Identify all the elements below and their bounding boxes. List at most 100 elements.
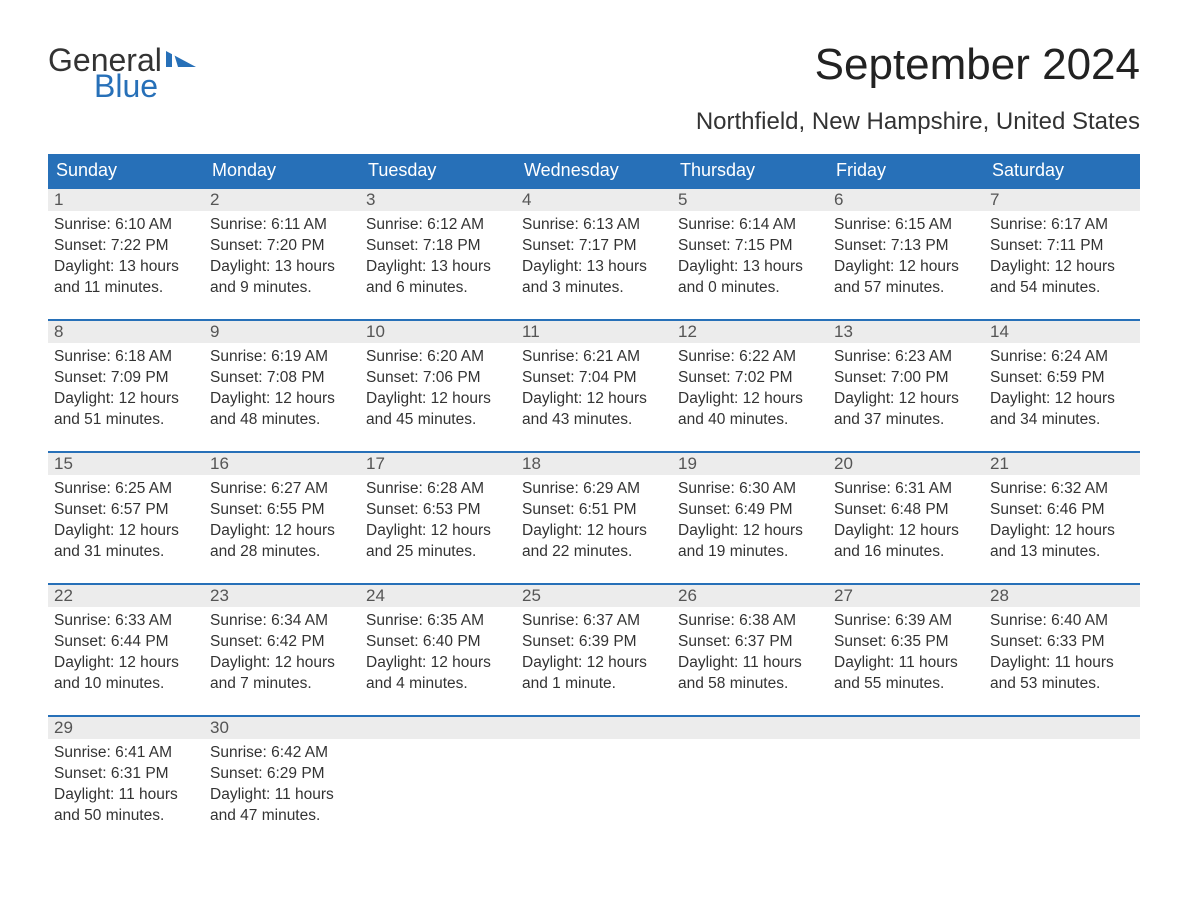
day-number: 3 [360, 187, 516, 211]
weekday-header: Wednesday [516, 154, 672, 187]
sunset-line: Sunset: 7:17 PM [522, 236, 666, 257]
calendar-cell: 28Sunrise: 6:40 AMSunset: 6:33 PMDayligh… [984, 583, 1140, 715]
day-number: 21 [984, 451, 1140, 475]
day-number: 30 [204, 715, 360, 739]
day-number: 2 [204, 187, 360, 211]
day-number-empty [828, 715, 984, 739]
daylight-line: Daylight: 12 hours and 51 minutes. [54, 389, 198, 431]
daylight-line: Daylight: 11 hours and 50 minutes. [54, 785, 198, 827]
sunrise-line: Sunrise: 6:42 AM [210, 743, 354, 764]
daylight-line: Daylight: 13 hours and 0 minutes. [678, 257, 822, 299]
sunrise-line: Sunrise: 6:13 AM [522, 215, 666, 236]
calendar-cell: 23Sunrise: 6:34 AMSunset: 6:42 PMDayligh… [204, 583, 360, 715]
day-number: 26 [672, 583, 828, 607]
sunrise-line: Sunrise: 6:32 AM [990, 479, 1134, 500]
logo: General Blue [48, 40, 196, 102]
sunset-line: Sunset: 6:42 PM [210, 632, 354, 653]
weekday-header: Saturday [984, 154, 1140, 187]
day-number-empty [360, 715, 516, 739]
sunset-line: Sunset: 6:35 PM [834, 632, 978, 653]
sunrise-line: Sunrise: 6:12 AM [366, 215, 510, 236]
daylight-line: Daylight: 13 hours and 6 minutes. [366, 257, 510, 299]
day-details: Sunrise: 6:42 AMSunset: 6:29 PMDaylight:… [204, 739, 360, 827]
day-number: 19 [672, 451, 828, 475]
calendar-week-row: 29Sunrise: 6:41 AMSunset: 6:31 PMDayligh… [48, 715, 1140, 847]
sunset-line: Sunset: 6:48 PM [834, 500, 978, 521]
daylight-line: Daylight: 12 hours and 31 minutes. [54, 521, 198, 563]
day-number: 20 [828, 451, 984, 475]
calendar-cell [672, 715, 828, 847]
sunset-line: Sunset: 7:02 PM [678, 368, 822, 389]
day-details: Sunrise: 6:23 AMSunset: 7:00 PMDaylight:… [828, 343, 984, 431]
daylight-line: Daylight: 12 hours and 57 minutes. [834, 257, 978, 299]
sunrise-line: Sunrise: 6:31 AM [834, 479, 978, 500]
day-details: Sunrise: 6:20 AMSunset: 7:06 PMDaylight:… [360, 343, 516, 431]
day-number: 25 [516, 583, 672, 607]
calendar-cell: 21Sunrise: 6:32 AMSunset: 6:46 PMDayligh… [984, 451, 1140, 583]
day-number: 23 [204, 583, 360, 607]
calendar-week-row: 1Sunrise: 6:10 AMSunset: 7:22 PMDaylight… [48, 187, 1140, 319]
day-number: 13 [828, 319, 984, 343]
day-number-empty [672, 715, 828, 739]
day-details: Sunrise: 6:24 AMSunset: 6:59 PMDaylight:… [984, 343, 1140, 431]
daylight-line: Daylight: 12 hours and 54 minutes. [990, 257, 1134, 299]
sunrise-line: Sunrise: 6:17 AM [990, 215, 1134, 236]
day-number-empty [516, 715, 672, 739]
day-details: Sunrise: 6:40 AMSunset: 6:33 PMDaylight:… [984, 607, 1140, 695]
sunrise-line: Sunrise: 6:30 AM [678, 479, 822, 500]
calendar-week-row: 15Sunrise: 6:25 AMSunset: 6:57 PMDayligh… [48, 451, 1140, 583]
day-details: Sunrise: 6:39 AMSunset: 6:35 PMDaylight:… [828, 607, 984, 695]
daylight-line: Daylight: 13 hours and 11 minutes. [54, 257, 198, 299]
day-number: 15 [48, 451, 204, 475]
day-details: Sunrise: 6:21 AMSunset: 7:04 PMDaylight:… [516, 343, 672, 431]
calendar-cell: 1Sunrise: 6:10 AMSunset: 7:22 PMDaylight… [48, 187, 204, 319]
sunset-line: Sunset: 6:29 PM [210, 764, 354, 785]
sunset-line: Sunset: 7:13 PM [834, 236, 978, 257]
daylight-line: Daylight: 12 hours and 37 minutes. [834, 389, 978, 431]
sunset-line: Sunset: 6:55 PM [210, 500, 354, 521]
daylight-line: Daylight: 13 hours and 3 minutes. [522, 257, 666, 299]
weekday-header: Friday [828, 154, 984, 187]
daylight-line: Daylight: 11 hours and 58 minutes. [678, 653, 822, 695]
day-details: Sunrise: 6:30 AMSunset: 6:49 PMDaylight:… [672, 475, 828, 563]
sunrise-line: Sunrise: 6:20 AM [366, 347, 510, 368]
calendar-cell: 11Sunrise: 6:21 AMSunset: 7:04 PMDayligh… [516, 319, 672, 451]
sunset-line: Sunset: 6:31 PM [54, 764, 198, 785]
calendar-cell: 9Sunrise: 6:19 AMSunset: 7:08 PMDaylight… [204, 319, 360, 451]
calendar-cell: 19Sunrise: 6:30 AMSunset: 6:49 PMDayligh… [672, 451, 828, 583]
calendar-cell: 17Sunrise: 6:28 AMSunset: 6:53 PMDayligh… [360, 451, 516, 583]
calendar-cell: 15Sunrise: 6:25 AMSunset: 6:57 PMDayligh… [48, 451, 204, 583]
day-details: Sunrise: 6:25 AMSunset: 6:57 PMDaylight:… [48, 475, 204, 563]
calendar-cell: 4Sunrise: 6:13 AMSunset: 7:17 PMDaylight… [516, 187, 672, 319]
sunset-line: Sunset: 6:51 PM [522, 500, 666, 521]
location-subtitle: Northfield, New Hampshire, United States [48, 108, 1140, 136]
daylight-line: Daylight: 12 hours and 28 minutes. [210, 521, 354, 563]
calendar-cell: 6Sunrise: 6:15 AMSunset: 7:13 PMDaylight… [828, 187, 984, 319]
sunrise-line: Sunrise: 6:33 AM [54, 611, 198, 632]
daylight-line: Daylight: 12 hours and 43 minutes. [522, 389, 666, 431]
calendar-cell: 8Sunrise: 6:18 AMSunset: 7:09 PMDaylight… [48, 319, 204, 451]
sunrise-line: Sunrise: 6:41 AM [54, 743, 198, 764]
day-details: Sunrise: 6:14 AMSunset: 7:15 PMDaylight:… [672, 211, 828, 299]
day-number: 9 [204, 319, 360, 343]
day-details: Sunrise: 6:35 AMSunset: 6:40 PMDaylight:… [360, 607, 516, 695]
flag-icon [166, 40, 196, 72]
weekday-header: Sunday [48, 154, 204, 187]
calendar-cell: 26Sunrise: 6:38 AMSunset: 6:37 PMDayligh… [672, 583, 828, 715]
sunset-line: Sunset: 6:40 PM [366, 632, 510, 653]
sunrise-line: Sunrise: 6:14 AM [678, 215, 822, 236]
calendar-cell: 25Sunrise: 6:37 AMSunset: 6:39 PMDayligh… [516, 583, 672, 715]
calendar-table: SundayMondayTuesdayWednesdayThursdayFrid… [48, 154, 1140, 847]
daylight-line: Daylight: 12 hours and 22 minutes. [522, 521, 666, 563]
sunrise-line: Sunrise: 6:38 AM [678, 611, 822, 632]
day-details: Sunrise: 6:29 AMSunset: 6:51 PMDaylight:… [516, 475, 672, 563]
calendar-week-row: 22Sunrise: 6:33 AMSunset: 6:44 PMDayligh… [48, 583, 1140, 715]
sunrise-line: Sunrise: 6:18 AM [54, 347, 198, 368]
day-details: Sunrise: 6:11 AMSunset: 7:20 PMDaylight:… [204, 211, 360, 299]
weekday-header: Monday [204, 154, 360, 187]
daylight-line: Daylight: 12 hours and 19 minutes. [678, 521, 822, 563]
daylight-line: Daylight: 12 hours and 48 minutes. [210, 389, 354, 431]
sunset-line: Sunset: 7:04 PM [522, 368, 666, 389]
weekday-header: Tuesday [360, 154, 516, 187]
sunrise-line: Sunrise: 6:39 AM [834, 611, 978, 632]
